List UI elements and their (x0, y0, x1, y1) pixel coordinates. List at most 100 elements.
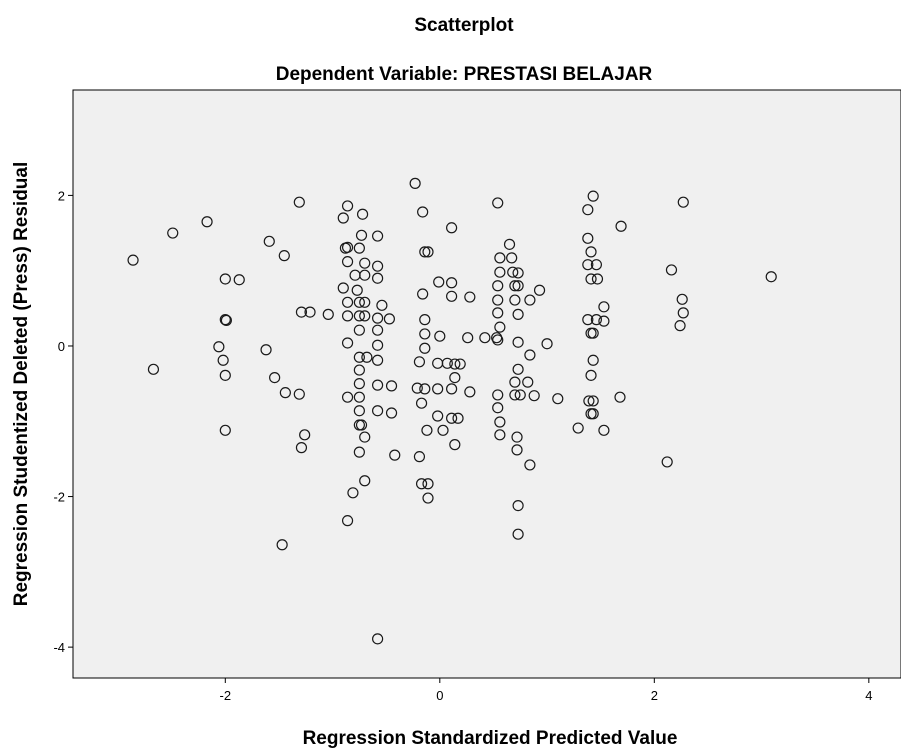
point (509, 389, 521, 401)
point (372, 633, 384, 645)
point (492, 389, 504, 401)
point (677, 307, 689, 319)
point (598, 301, 610, 313)
chart-title: Scatterplot (414, 15, 514, 36)
point (372, 354, 384, 366)
point (220, 314, 232, 326)
point (419, 383, 431, 395)
point (304, 306, 316, 318)
point (213, 341, 225, 353)
point (676, 293, 688, 305)
point (614, 391, 626, 403)
plot-area (72, 89, 901, 679)
point (514, 389, 526, 401)
point (417, 288, 429, 300)
point (355, 229, 368, 241)
point (422, 246, 434, 258)
point (353, 446, 365, 458)
point (341, 337, 354, 349)
point (512, 336, 524, 348)
point (413, 356, 426, 368)
point (351, 284, 363, 296)
point (278, 250, 290, 262)
point (665, 264, 678, 276)
point (494, 266, 506, 278)
point (511, 431, 523, 443)
point (353, 351, 365, 363)
point (446, 277, 458, 289)
point (422, 492, 434, 504)
point (587, 354, 599, 366)
point (492, 280, 504, 292)
point (355, 419, 368, 431)
point (341, 200, 354, 212)
point (446, 412, 458, 424)
point (372, 379, 384, 391)
point (167, 227, 179, 239)
point (341, 391, 354, 403)
point (341, 256, 354, 268)
point (506, 252, 518, 264)
point (341, 310, 354, 322)
point (385, 407, 398, 419)
x-tick-label: -2 (220, 688, 232, 703)
point (347, 487, 359, 499)
point (492, 334, 504, 346)
point (432, 383, 444, 395)
point (494, 321, 506, 333)
point (419, 246, 431, 258)
point (661, 456, 673, 468)
point (509, 280, 521, 292)
y-tick-label: 2 (58, 188, 65, 203)
point (415, 478, 428, 490)
point (419, 328, 431, 340)
point (233, 274, 245, 286)
point (389, 449, 401, 461)
point (376, 299, 388, 311)
point (585, 246, 597, 258)
point (479, 332, 491, 344)
point (449, 372, 461, 384)
point (503, 238, 516, 250)
point (356, 208, 369, 220)
point (322, 308, 334, 320)
point (462, 332, 474, 344)
point (492, 402, 504, 414)
point (591, 273, 604, 285)
x-tick-label: 0 (436, 688, 443, 703)
point (437, 424, 449, 436)
point (411, 382, 423, 394)
point (337, 212, 349, 224)
y-tick-label: 0 (58, 339, 65, 354)
point (590, 314, 602, 326)
point (295, 306, 308, 318)
point (509, 376, 521, 388)
point (353, 242, 365, 254)
point (260, 344, 272, 356)
point (585, 273, 597, 285)
point (524, 349, 536, 361)
point (512, 499, 524, 512)
point (454, 358, 466, 370)
point (509, 294, 521, 306)
point (494, 429, 506, 441)
point (677, 196, 689, 208)
point (359, 269, 371, 281)
point (598, 315, 610, 327)
point (582, 232, 594, 244)
point (552, 393, 564, 405)
point (217, 354, 229, 366)
point (512, 280, 524, 292)
point (417, 206, 429, 218)
point (422, 478, 434, 490)
point (446, 290, 458, 302)
point (409, 177, 421, 189)
point (293, 388, 305, 400)
point (441, 357, 453, 369)
point (533, 284, 546, 296)
point (541, 338, 553, 350)
point (446, 383, 458, 395)
point (372, 272, 384, 284)
point (385, 380, 398, 392)
point (279, 387, 291, 399)
